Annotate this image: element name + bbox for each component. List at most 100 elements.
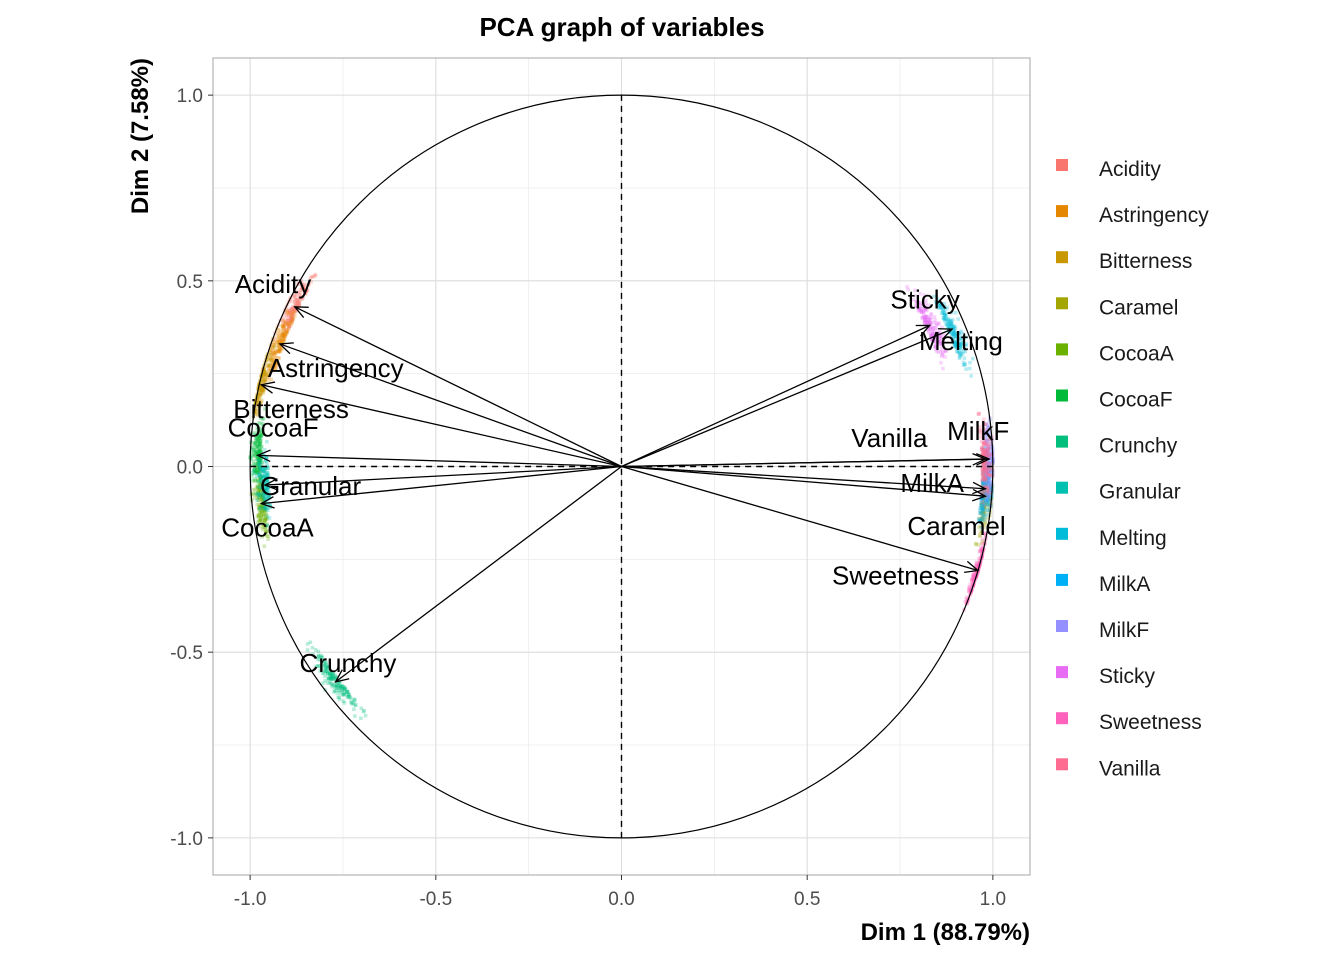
bootstrap-point [262,480,266,485]
bootstrap-point [951,325,955,329]
bootstrap-point [290,316,295,321]
bootstrap-point [906,287,911,292]
bootstrap-point [986,465,991,470]
bootstrap-point [987,472,991,477]
bootstrap-point [286,323,291,328]
bootstrap-point [964,597,969,601]
bootstrap-point [255,452,260,456]
bootstrap-point [985,427,989,432]
variable-label-caramel: Caramel [907,511,1005,541]
bootstrap-point [945,318,949,323]
bootstrap-point [935,296,940,301]
bootstrap-point [253,462,258,466]
bootstrap-point [971,577,976,582]
bootstrap-point [918,308,923,313]
bootstrap-point [323,679,328,683]
bootstrap-point [922,320,927,325]
bootstrap-point [954,341,959,346]
bootstrap-point [256,506,261,510]
bootstrap-point [980,491,984,495]
bootstrap-point [257,507,262,512]
bootstrap-point [986,473,990,477]
bootstrap-point [985,472,990,476]
bootstrap-point [953,341,957,346]
bootstrap-point [292,309,297,313]
bootstrap-point [931,325,936,330]
bootstrap-point [257,465,262,470]
bootstrap-point [283,333,287,338]
bootstrap-point [255,471,259,476]
bootstrap-point [268,369,273,373]
bootstrap-point [255,486,260,490]
bootstrap-point [981,505,986,509]
bootstrap-point [286,321,291,325]
bootstrap-point [984,467,989,471]
bootstrap-point [254,465,259,470]
bootstrap-point [263,407,267,411]
bootstrap-point [272,342,276,347]
bootstrap-point [328,675,333,680]
bootstrap-point [266,494,271,499]
bootstrap-point [985,490,990,494]
bootstrap-point [286,327,291,332]
bootstrap-point [933,337,938,341]
bootstrap-point [252,441,257,445]
bootstrap-point [295,297,300,302]
bootstrap-point [988,462,993,467]
bootstrap-point [982,506,987,510]
bootstrap-point [262,506,267,510]
bootstrap-point [968,582,973,587]
bootstrap-point [976,412,981,416]
bootstrap-point [986,459,991,464]
bootstrap-point [349,701,354,705]
bootstrap-point [923,305,927,309]
bootstrap-point [268,364,273,369]
bootstrap-point [970,576,975,581]
bootstrap-point [266,363,271,367]
bootstrap-point [294,301,299,306]
bootstrap-point [359,716,363,721]
bootstrap-point [259,514,264,518]
bootstrap-point [941,307,945,312]
bootstrap-point [981,506,986,511]
bootstrap-point [987,480,991,484]
bootstrap-point [343,686,348,691]
bootstrap-point [981,442,986,447]
bootstrap-point [986,463,990,467]
bootstrap-point [256,449,261,454]
bootstrap-point [946,320,951,325]
bootstrap-point [252,453,257,457]
bootstrap-point [249,454,253,459]
bootstrap-point [252,496,257,500]
bootstrap-point [982,476,986,481]
bootstrap-point [986,481,990,486]
bootstrap-point [254,445,258,450]
bootstrap-point [958,353,962,358]
bootstrap-point [346,695,351,700]
bootstrap-point [942,317,947,322]
bootstrap-point [940,311,945,315]
bootstrap-point [981,475,986,480]
bootstrap-point [293,289,298,293]
bootstrap-point [988,437,992,442]
bootstrap-point [258,392,263,397]
bootstrap-point [931,339,936,344]
bootstrap-point [289,315,294,320]
bootstrap-point [962,362,967,367]
plot-area: -1.0 -0.5 0.0 0.5 1.0-1.0-0.50.00.51.0Acidit… [170,57,1031,910]
bootstrap-point [275,338,280,343]
bootstrap-point [285,330,289,334]
bootstrap-point [974,564,979,569]
bootstrap-point [257,518,262,523]
bootstrap-point [989,453,994,458]
bootstrap-point [333,673,337,678]
bootstrap-point [980,468,985,473]
bootstrap-point [266,364,270,369]
bootstrap-point [989,452,993,457]
bootstrap-point [270,340,275,345]
bootstrap-point [281,334,286,339]
bootstrap-point [916,305,921,309]
bootstrap-point [262,498,266,503]
bootstrap-point [951,336,955,340]
bootstrap-point [253,467,257,471]
